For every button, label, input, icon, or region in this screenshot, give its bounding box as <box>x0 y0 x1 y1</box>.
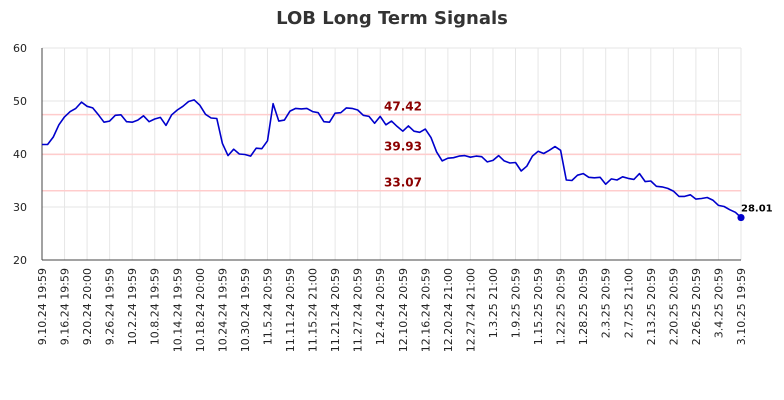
x-tick-label: 12.4.24 20:59 <box>374 268 387 345</box>
reference-lines <box>42 113 741 192</box>
series-layer <box>42 99 745 222</box>
x-tick-label: 1.9.25 20:59 <box>510 268 523 338</box>
x-tick-label: 2.26.25 20:59 <box>690 268 703 345</box>
x-tick-label: 10.30.24 19:59 <box>239 268 252 352</box>
x-tick-label: 12.27.24 21:00 <box>464 268 477 352</box>
x-tick-label: 9.10.24 19:59 <box>36 268 49 345</box>
x-tick-label: 9.16.24 19:59 <box>59 268 72 345</box>
x-tick-label: 1.28.25 20:59 <box>577 268 590 345</box>
y-tick-label: 30 <box>13 201 27 214</box>
x-tick-label: 12.10.24 20:59 <box>397 268 410 352</box>
reference-label: 39.93 <box>384 139 422 153</box>
price-series-line <box>42 99 742 219</box>
y-tick-label: 50 <box>13 95 27 108</box>
x-tick-label: 11.21.24 20:59 <box>329 268 342 352</box>
chart-title: LOB Long Term Signals <box>276 8 508 29</box>
x-tick-label: 2.7.25 21:00 <box>622 268 635 338</box>
x-tick-label: 11.27.24 20:59 <box>352 268 365 352</box>
x-tick-label: 2.20.25 20:59 <box>667 268 680 345</box>
labels-layer: 47.42 39.93 33.07 28.01 <box>384 100 773 215</box>
last-value-label: 28.01 <box>741 204 773 215</box>
x-tick-label: 2.13.25 20:59 <box>645 268 658 345</box>
x-tick-label: 10.24.24 19:59 <box>216 268 229 352</box>
axes: 9.10.24 19:59 9.16.24 19:59 9.20.24 20:00 9… <box>13 42 748 352</box>
reference-label: 33.07 <box>384 176 422 190</box>
x-tick-label: 11.11.24 20:59 <box>284 268 297 352</box>
x-tick-label: 12.20.24 21:00 <box>442 268 455 352</box>
x-tick-label: 11.5.24 20:59 <box>261 268 274 345</box>
y-tick-label: 20 <box>13 254 27 267</box>
x-tick-label: 12.16.24 20:59 <box>419 268 432 352</box>
x-tick-label: 9.20.24 20:00 <box>81 268 94 345</box>
last-value-marker <box>737 213 745 222</box>
y-tick-label: 40 <box>13 148 27 161</box>
x-tick-label: 10.14.24 19:59 <box>171 268 184 352</box>
y-tick-label: 60 <box>13 42 27 55</box>
x-tick-label: 1.3.25 21:00 <box>487 268 500 338</box>
x-tick-label: 1.22.25 20:59 <box>555 268 568 345</box>
x-tick-label: 2.3.25 20:59 <box>600 268 613 338</box>
x-tick-label: 1.15.25 20:59 <box>532 268 545 345</box>
x-tick-label: 3.4.25 20:59 <box>712 268 725 338</box>
x-tick-label: 10.18.24 20:00 <box>194 268 207 352</box>
x-tick-label: 11.15.24 21:00 <box>307 268 320 352</box>
x-tick-label: 3.10.25 19:59 <box>735 268 748 345</box>
reference-label: 47.42 <box>384 100 422 114</box>
x-tick-label: 10.2.24 19:59 <box>126 268 139 345</box>
x-tick-label: 9.26.24 19:59 <box>104 268 117 345</box>
x-tick-label: 10.8.24 19:59 <box>149 268 162 345</box>
